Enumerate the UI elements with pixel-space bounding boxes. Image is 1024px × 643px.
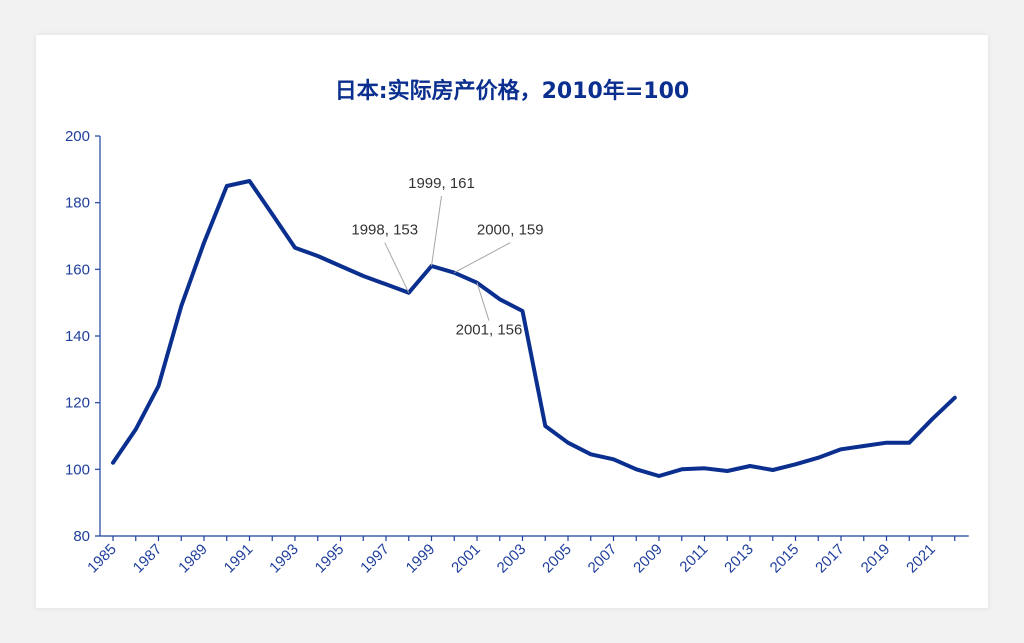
x-tick-label: 2005 bbox=[539, 541, 575, 577]
x-tick-label: 2013 bbox=[721, 541, 757, 577]
x-tick-label: 2007 bbox=[585, 541, 621, 577]
y-tick-label: 200 bbox=[65, 128, 90, 145]
x-tick-label: 1997 bbox=[357, 541, 393, 577]
x-tick-label: 1991 bbox=[221, 541, 257, 577]
data-label: 1998, 153 bbox=[351, 222, 418, 239]
x-tick-label: 2003 bbox=[494, 541, 530, 577]
line-chart: 80 100 120 140 160 180 200 1985 1987 1989 1991 1993… bbox=[65, 128, 969, 577]
y-tick-label: 100 bbox=[65, 461, 90, 478]
x-tick-label: 2017 bbox=[812, 541, 848, 577]
data-label: 2000, 159 bbox=[477, 222, 544, 239]
x-tick-label: 1985 bbox=[84, 541, 120, 577]
annotation-leader bbox=[454, 242, 511, 274]
x-tick-label: 2001 bbox=[448, 541, 484, 577]
x-tick-label: 1989 bbox=[175, 541, 211, 577]
x-tick-label: 2021 bbox=[903, 541, 939, 577]
x-tick-label: 1999 bbox=[403, 541, 439, 577]
data-label: 1999, 161 bbox=[408, 175, 475, 192]
x-tick-label: 2015 bbox=[767, 541, 803, 577]
chart-card: 日本:实际房产价格，2010年=100 80 100 120 140 160 180 200… bbox=[36, 35, 988, 608]
x-tick-label: 2009 bbox=[630, 541, 666, 577]
y-tick-label: 180 bbox=[65, 195, 90, 212]
x-tick-label: 1993 bbox=[266, 541, 302, 577]
data-label: 2001, 156 bbox=[456, 322, 523, 339]
y-tick-label: 120 bbox=[65, 395, 90, 412]
y-tick-label: 80 bbox=[73, 528, 90, 545]
x-tick-label: 1995 bbox=[312, 541, 348, 577]
y-tick-label: 140 bbox=[65, 328, 90, 345]
annotation-leader bbox=[476, 282, 490, 321]
x-tick-label: 2011 bbox=[676, 541, 711, 576]
x-tick-label: 2019 bbox=[858, 541, 894, 577]
y-tick-label: 160 bbox=[65, 261, 90, 278]
chart-title: 日本:实际房产价格，2010年=100 bbox=[334, 79, 690, 104]
annotation-leader bbox=[431, 195, 442, 267]
x-tick-label: 1987 bbox=[130, 541, 166, 577]
series-line bbox=[111, 179, 957, 478]
annotation-leader bbox=[384, 242, 410, 293]
